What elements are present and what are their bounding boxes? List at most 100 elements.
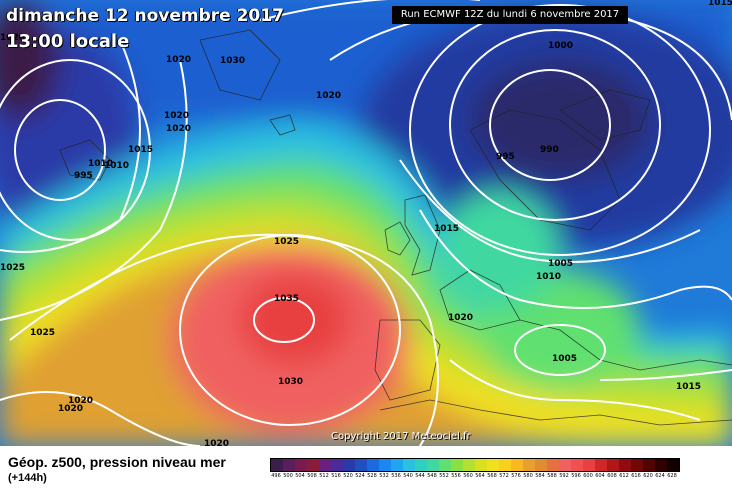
color-swatch [415,459,427,471]
pressure-label: 1000 [548,41,573,51]
scale-label: 528 [367,473,377,479]
pressure-label: 1005 [548,259,573,269]
scale-label: 532 [379,473,389,479]
color-swatch [523,459,535,471]
scale-label: 592 [559,473,569,479]
scale-label: 508 [307,473,317,479]
color-swatch [595,459,607,471]
scale-label: 552 [439,473,449,479]
color-swatch [307,459,319,471]
color-swatch [391,459,403,471]
color-swatch [283,459,295,471]
scale-label: 620 [643,473,653,479]
color-swatch [451,459,463,471]
pressure-label: 1020 [166,124,191,134]
scale-label: 616 [631,473,641,479]
pressure-label: 1010 [536,272,561,282]
color-swatch [379,459,391,471]
pressure-label: 1020 [166,55,191,65]
copyright: Copyright 2017 Meteociel.fr [331,431,471,442]
scale-label: 608 [607,473,617,479]
scale-label: 568 [487,473,497,479]
pressure-label: 1020 [204,439,229,446]
pressure-label: 1020 [0,33,25,43]
color-swatch [511,459,523,471]
pressure-label: 1020 [164,111,189,121]
pressure-label: 1020 [448,313,473,323]
scale-label: 544 [415,473,425,479]
color-swatch [571,459,583,471]
scale-label: 560 [463,473,473,479]
scale-label: 576 [511,473,521,479]
scale-label: 520 [343,473,353,479]
pressure-label: 1015 [676,382,701,392]
pressure-label: 1020 [316,91,341,101]
color-swatch [619,459,631,471]
scale-label: 580 [523,473,533,479]
scale-label: 624 [655,473,665,479]
scale-label: 584 [535,473,545,479]
run-info: Run ECMWF 12Z du lundi 6 novembre 2017 [392,6,628,24]
color-swatch [439,459,451,471]
forecast-time: 13:00 locale [6,31,130,52]
pressure-label: 1010 [104,161,129,171]
color-swatch [403,459,415,471]
scale-label: 540 [403,473,413,479]
scale-label: 600 [583,473,593,479]
scale-label: 536 [391,473,401,479]
color-swatch [643,459,655,471]
scale-label: 556 [451,473,461,479]
color-scale [270,458,680,472]
scale-label: 596 [571,473,581,479]
color-swatch [631,459,643,471]
pressure-label: 1020 [58,404,83,414]
scale-label: 548 [427,473,437,479]
color-swatch [499,459,511,471]
color-swatch [319,459,331,471]
pressure-label: 1005 [552,354,577,364]
pressure-label: 1020 [68,396,93,406]
color-swatch [607,459,619,471]
color-scale-labels: 496 500 504 508 512 516 520 524 528 532 536 540 544 5… [270,473,678,479]
pressure-label: 995 [496,152,515,162]
color-swatch [583,459,595,471]
color-swatch [331,459,343,471]
pressure-label: 990 [540,145,559,155]
color-swatch [427,459,439,471]
scale-label: 512 [319,473,329,479]
scale-label: 588 [547,473,557,479]
legend-title: Géop. z500, pression niveau mer [8,454,226,470]
color-swatch [295,459,307,471]
color-swatch [475,459,487,471]
pressure-label: 1035 [274,294,299,304]
color-swatch [667,459,679,471]
scale-label: 628 [667,473,677,479]
scale-label: 572 [499,473,509,479]
pressure-label: 1025 [0,263,25,273]
color-swatch [559,459,571,471]
scale-label: 604 [595,473,605,479]
color-swatch [535,459,547,471]
scale-label: 504 [295,473,305,479]
scale-label: 516 [331,473,341,479]
legend-panel: Géop. z500, pression niveau mer (+144h) … [0,446,732,488]
color-swatch [343,459,355,471]
color-swatch [547,459,559,471]
color-swatch [271,459,283,471]
weather-map: 1020 1030 1000 995 990 1020 1020 1015 10… [0,0,732,446]
forecast-date: dimanche 12 novembre 2017 [6,6,284,26]
color-swatch [487,459,499,471]
pressure-label: 995 [74,171,93,181]
pressure-label: 1030 [220,56,245,66]
pressure-label: 1015 [708,0,732,8]
pressure-label: 1030 [278,377,303,387]
pressure-label: 1015 [128,145,153,155]
scale-label: 564 [475,473,485,479]
scale-label: 612 [619,473,629,479]
color-swatch [463,459,475,471]
pressure-label: 1025 [30,328,55,338]
pressure-label: 1010 [88,159,113,169]
scale-label: 496 [271,473,281,479]
color-swatch [367,459,379,471]
color-swatch [355,459,367,471]
